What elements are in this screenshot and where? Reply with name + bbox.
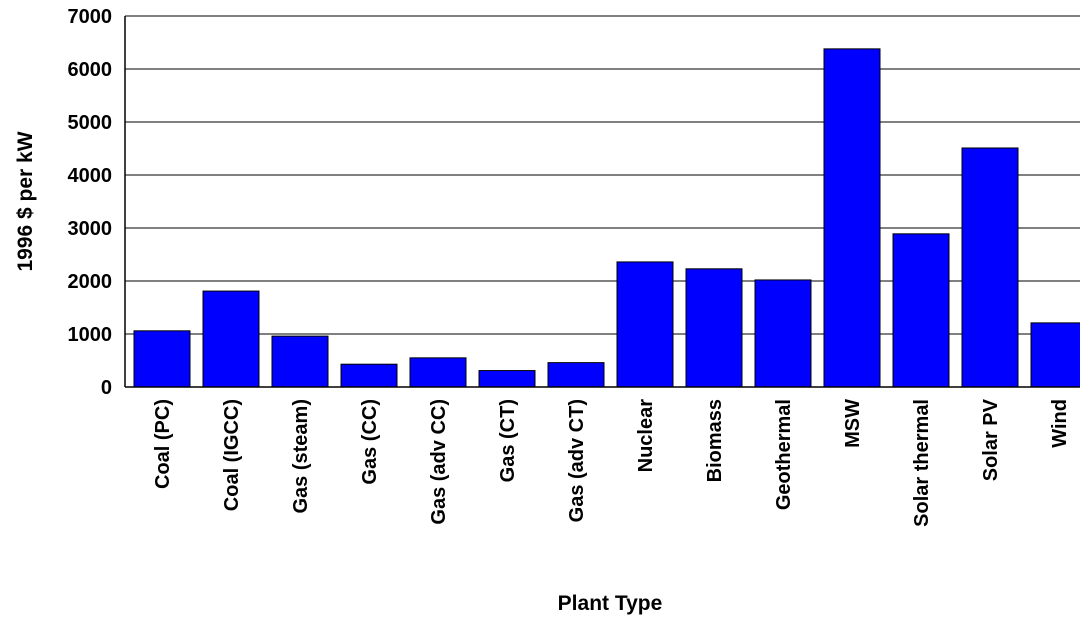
y-tick-label: 2000 [68,271,113,293]
bar [340,363,398,388]
x-tick-label: Coal (PC) [152,399,174,489]
y-tick-label: 7000 [68,6,113,28]
bar [1030,322,1080,388]
bar [547,362,605,388]
x-tick-label: Solar PV [980,398,1002,481]
gridlines [125,15,1080,335]
x-axis-title: Plant Type [558,592,663,615]
y-tick-label: 0 [101,377,112,399]
bar [271,335,329,388]
x-tick-label: Solar thermal [911,399,933,527]
y-tick-label: 3000 [68,218,113,240]
x-tick-label: Gas (adv CT) [566,399,588,522]
bar [133,330,191,388]
bars [133,48,1080,388]
y-tick-label: 6000 [68,59,113,81]
x-tick-label: Coal (IGCC) [221,399,243,511]
bar [823,48,881,388]
x-tick-label: Biomass [704,399,726,482]
x-tick-label: Gas (steam) [290,399,312,514]
y-axis-title: 1996 $ per kW [14,131,37,271]
bar [478,370,536,388]
bar [892,233,950,388]
x-tick-label: Gas (adv CC) [428,399,450,525]
bar [409,357,467,388]
y-tick-label: 1000 [68,324,113,346]
x-tick-label: MSW [842,399,864,448]
bar [616,261,674,388]
y-tick-label: 5000 [68,112,113,134]
x-tick-label: Wind [1049,399,1071,448]
y-tick-labels: 0 1000 2000 3000 4000 5000 6000 7000 [68,6,113,399]
bar [961,147,1019,388]
bar [754,279,812,388]
x-tick-label: Nuclear [635,399,657,473]
x-tick-labels: Coal (PC) Coal (IGCC) Gas (steam) Gas (CC) G… [152,398,1071,526]
y-tick-label: 4000 [68,165,113,187]
x-tick-label: Gas (CT) [497,399,519,482]
x-tick-label: Geothermal [773,399,795,510]
axes [124,16,1080,388]
bar [685,268,743,388]
x-tick-label: Gas (CC) [359,399,381,485]
bar [202,290,260,388]
